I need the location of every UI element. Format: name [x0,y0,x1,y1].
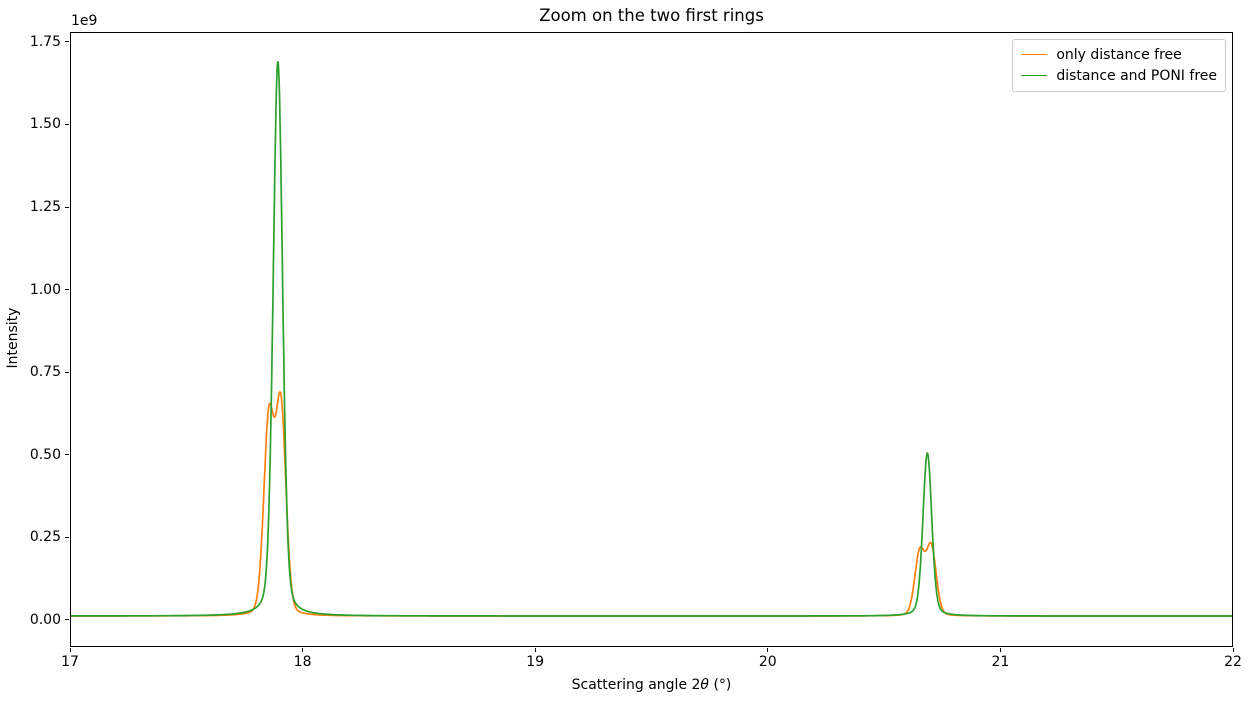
legend-entry-only-distance-free: only distance free [1021,44,1217,65]
legend-entry-distance-and-poni-free: distance and PONI free [1021,65,1217,86]
y-axis-offset-label: 1e9 [71,13,98,29]
x-tick-mark [767,648,769,652]
y-tick-mark [65,41,69,43]
x-tick-mark [999,648,1001,652]
y-tick-mark [65,536,69,538]
legend-line-swatch-green [1021,75,1048,76]
x-tick-mark [302,648,304,652]
y-tick-mark [65,619,69,621]
y-tick-label: 0.75 [29,364,61,381]
chart-title: Zoom on the two first rings [539,6,764,25]
legend: only distance free distance and PONI fre… [1012,39,1226,92]
legend-line-swatch-orange [1021,54,1048,55]
x-tick-label: 17 [61,654,79,670]
x-tick-label: 22 [1224,654,1242,670]
curves-canvas [71,61,1232,617]
x-axis-label-prefix: Scattering angle 2 [571,677,701,693]
legend-label: distance and PONI free [1056,67,1217,84]
y-tick-label: 0.00 [29,611,61,628]
series-line-only-distance-free [71,390,1232,617]
y-tick-label: 1.00 [29,281,61,298]
y-tick-label: 1.50 [29,116,61,133]
legend-label: only distance free [1056,46,1182,63]
x-tick-label: 18 [293,654,312,670]
theta-symbol: θ [700,677,709,693]
y-tick-mark [65,123,69,125]
y-tick-label: 1.75 [29,33,61,50]
y-tick-mark [65,289,69,291]
x-tick-label: 20 [758,654,777,670]
plot-area: only distance free distance and PONI fre… [70,32,1233,647]
y-tick-mark [65,371,69,373]
x-tick-mark [69,648,71,652]
y-tick-mark [65,206,69,208]
y-tick-mark [65,454,69,456]
y-tick-label: 0.25 [29,529,61,546]
x-axis-label-suffix: (°) [709,677,732,693]
series-line-distance-and-PONI-free [71,61,1232,617]
x-tick-mark [1232,648,1234,652]
x-axis-label: Scattering angle 2θ (°) [70,677,1233,693]
y-tick-label: 1.25 [29,199,61,216]
x-tick-mark [534,648,536,652]
x-tick-label: 21 [991,654,1010,670]
x-tick-label: 19 [526,654,545,670]
y-tick-label: 0.50 [29,446,61,463]
